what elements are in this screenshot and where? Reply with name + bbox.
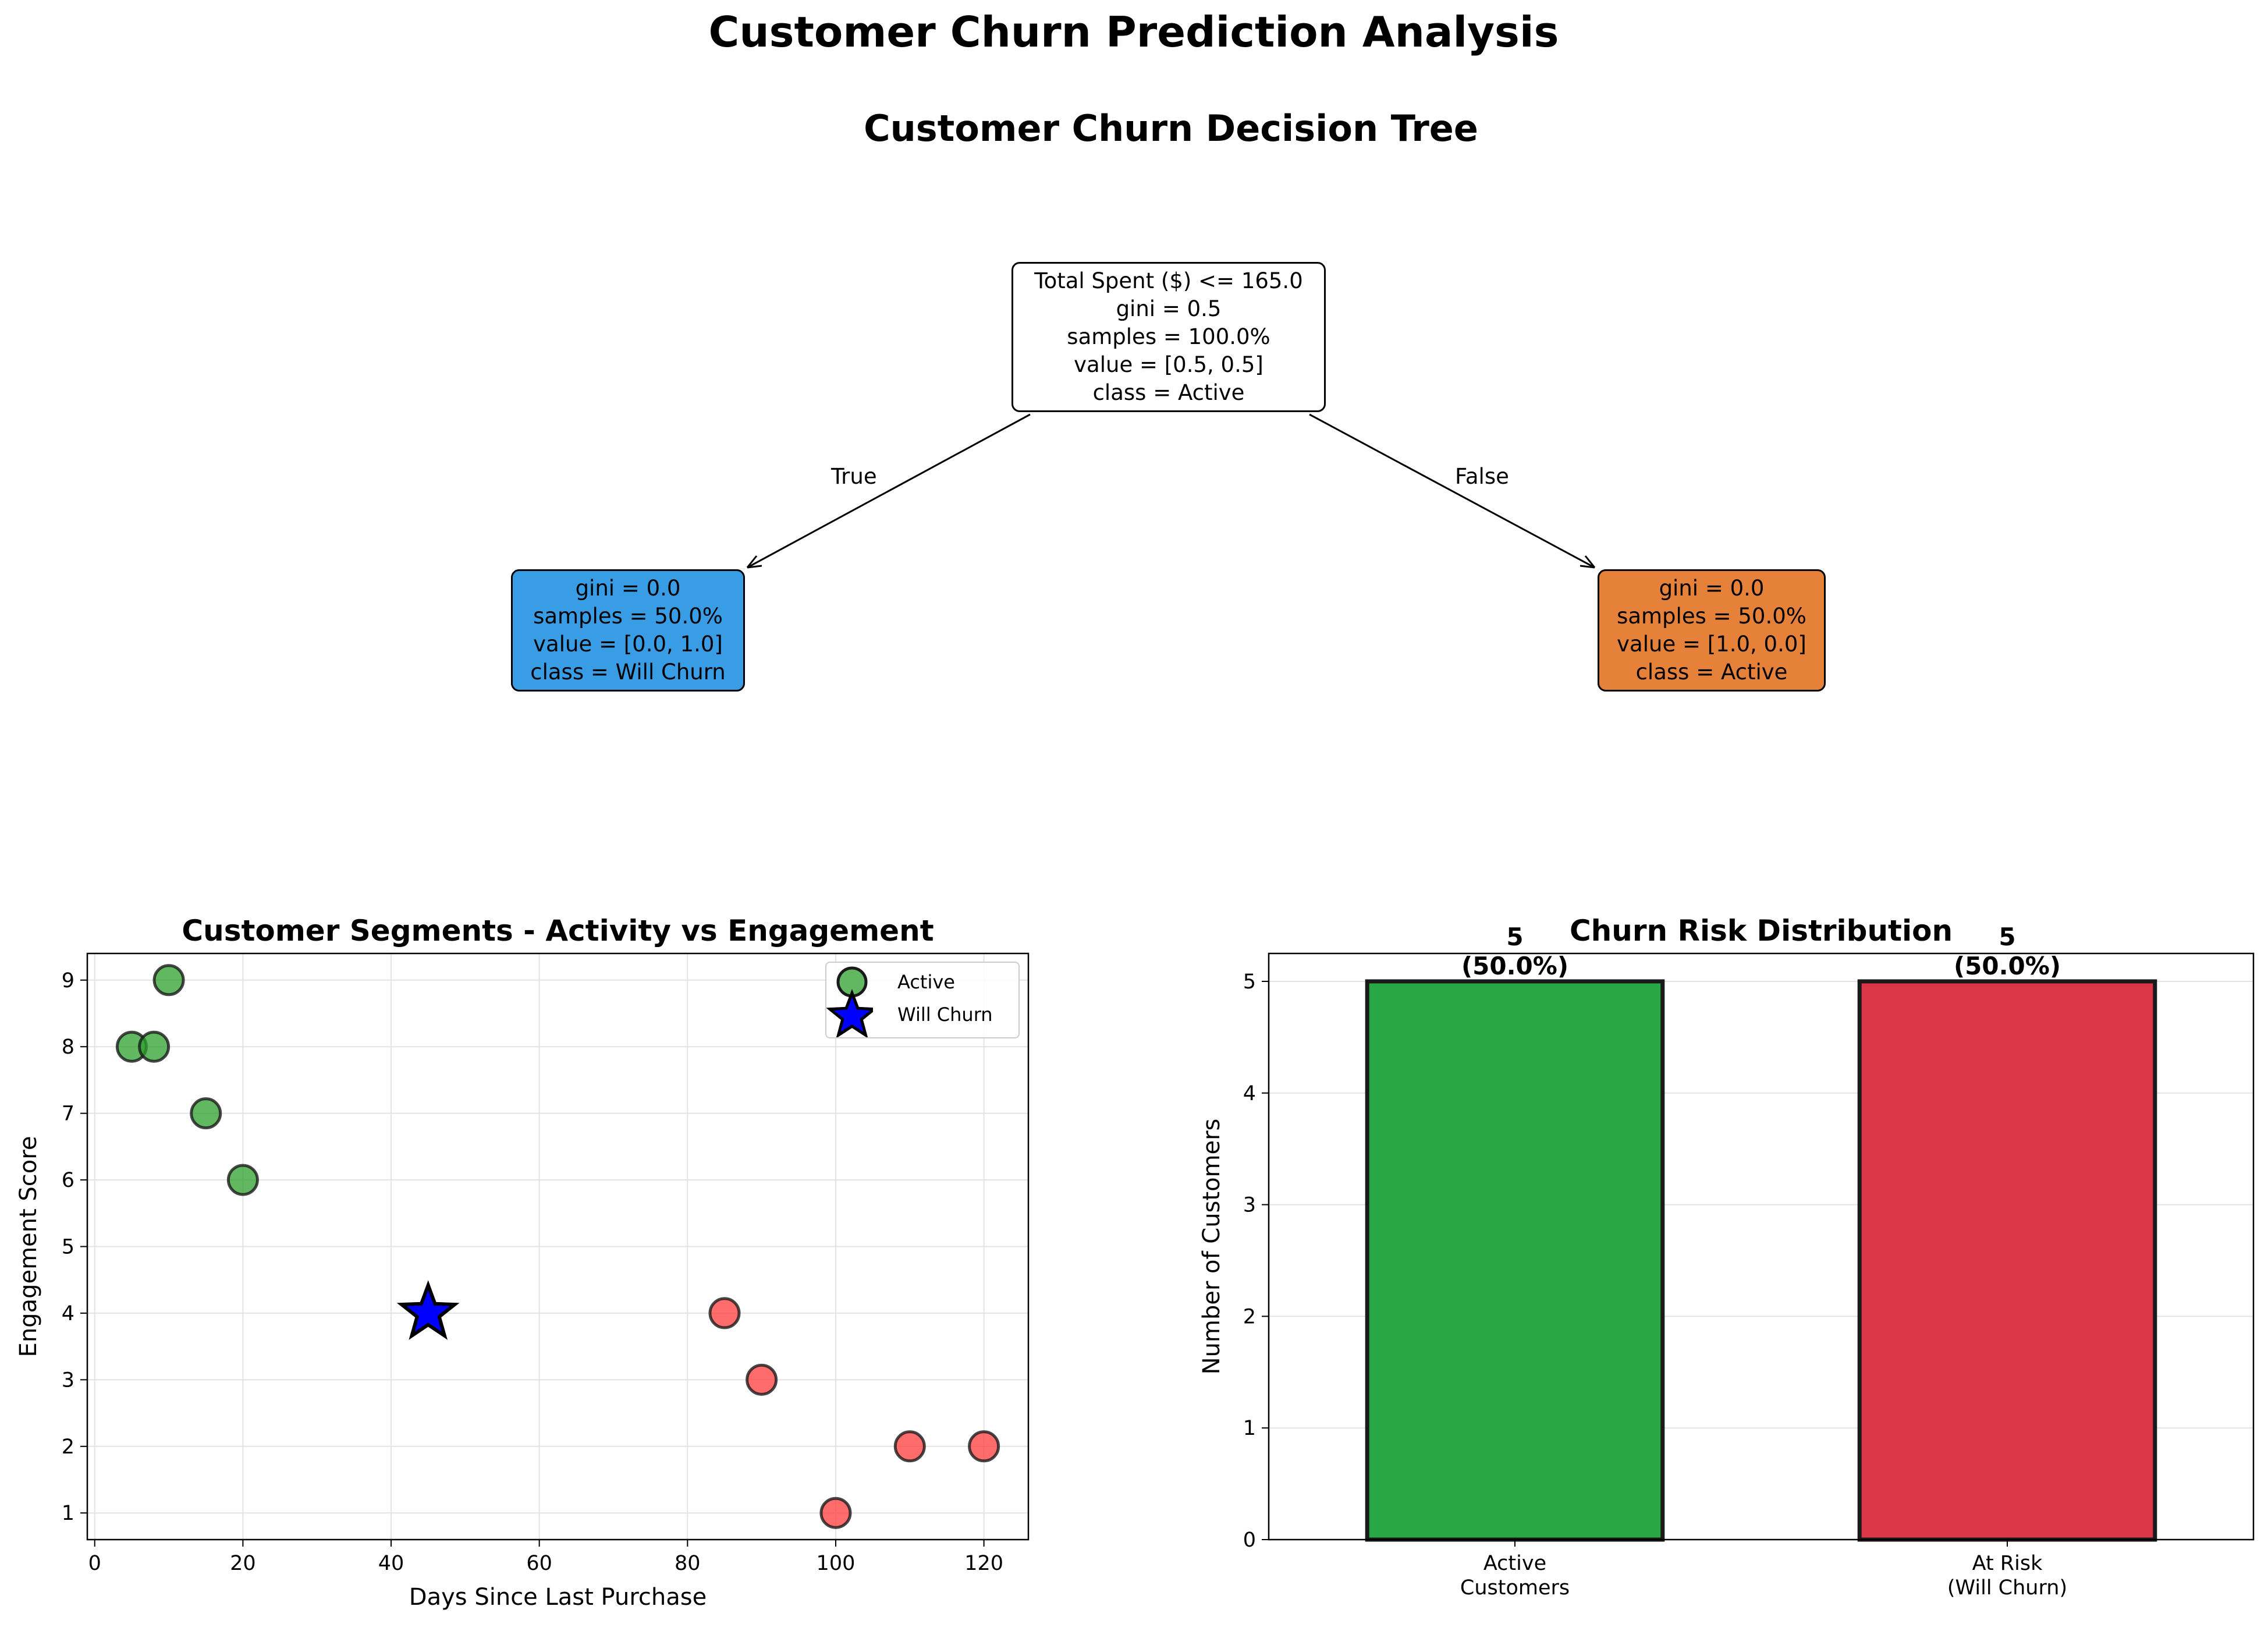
scatter-xlabel: Days Since Last Purchase (409, 1584, 707, 1611)
legend-will-churn-marker (826, 988, 873, 1037)
scatter-ytick-label: 5 (62, 1236, 74, 1259)
scatter-ytick-label: 6 (62, 1169, 74, 1192)
scatter-xtick-label: 100 (817, 1552, 856, 1575)
scatter-ytick-label: 8 (62, 1036, 74, 1059)
tree-node-left: gini = 0.0 samples = 50.0% value = [0.0,… (511, 569, 745, 692)
tree-node-left-line: samples = 50.0% (533, 604, 723, 629)
scatter-ylabel: Engagement Score (15, 1136, 42, 1357)
bar-value-label: 5 (1999, 923, 2015, 951)
tree-node-left-line: class = Will Churn (530, 660, 726, 685)
bar-value-label: 5 (1506, 923, 1523, 951)
tree-node-right-line: samples = 50.0% (1617, 604, 1806, 629)
bar-ytick-label: 2 (1243, 1305, 1256, 1328)
figure-suptitle: Customer Churn Prediction Analysis (709, 8, 1559, 56)
tree-edge-true (747, 413, 1031, 569)
tree-node-root-line: samples = 100.0% (1067, 324, 1270, 349)
tree-node-root-line: value = [0.5, 0.5] (1074, 352, 1263, 377)
bar-ytick-label: 1 (1243, 1417, 1256, 1440)
scatter-point-0 (152, 964, 185, 997)
bar-frame (1268, 952, 2255, 1541)
bar-ytick-label: 3 (1243, 1194, 1256, 1217)
tree-node-right-line: class = Active (1635, 660, 1788, 685)
tree-node-left-line: gini = 0.0 (575, 576, 681, 601)
bar-1 (1857, 979, 2157, 1542)
tree-node-right-line: gini = 0.0 (1659, 576, 1765, 601)
scatter-frame (86, 952, 1030, 1541)
scatter-point-0 (138, 1030, 171, 1063)
scatter-point-0 (226, 1164, 259, 1196)
scatter-ytick-label: 2 (62, 1435, 74, 1459)
tree-node-root-line: gini = 0.5 (1116, 296, 1222, 321)
bar-ytick-label: 0 (1243, 1529, 1256, 1552)
scatter-legend-markers (826, 966, 873, 1037)
tree-title: Customer Churn Decision Tree (864, 107, 1478, 150)
bar-xtick-label: At Risk (1972, 1552, 2043, 1575)
bar-ylabel: Number of Customers (1198, 1119, 1225, 1375)
scatter-point-1 (968, 1430, 1000, 1463)
scatter-point-1 (746, 1363, 778, 1396)
tree-edge-false-label: False (1455, 464, 1509, 489)
scatter-xtick-label: 40 (378, 1552, 404, 1575)
scatter-xtick-label: 0 (88, 1552, 101, 1575)
bar-ytick-label: 4 (1243, 1082, 1256, 1105)
scatter-ytick-label: 4 (62, 1302, 74, 1325)
scatter-xtick-label: 120 (964, 1552, 1003, 1575)
scatter-title: Customer Segments - Activity vs Engageme… (182, 914, 934, 948)
bar-value-label: (50.0%) (1461, 952, 1568, 980)
bar-ytick-label: 5 (1243, 970, 1256, 994)
scatter-ytick-label: 1 (62, 1502, 74, 1525)
scatter-ytick-label: 3 (62, 1368, 74, 1392)
legend-will-churn-label: Will Churn (897, 1004, 993, 1026)
scatter-xtick-label: 80 (675, 1552, 701, 1575)
tree-node-root-line: class = Active (1092, 380, 1245, 405)
bar-xtick-label: (Will Churn) (1947, 1576, 2067, 1600)
scatter-xtick-label: 20 (230, 1552, 256, 1575)
scatter-point-star (396, 1280, 460, 1340)
tree-node-right: gini = 0.0 samples = 50.0% value = [1.0,… (1598, 569, 1826, 692)
tree-edges (746, 413, 1596, 569)
scatter-point-1 (708, 1297, 741, 1329)
tree-edge-true-label: True (831, 464, 877, 489)
scatter-ytick-label: 7 (62, 1102, 74, 1126)
scatter-ytick-label: 9 (62, 969, 74, 992)
bar-value-label: (50.0%) (1954, 952, 2061, 980)
bar-xtick-label: Active (1483, 1552, 1546, 1575)
tree-edge-false (1309, 413, 1595, 569)
tree-node-root-line: Total Spent ($) <= 165.0 (1034, 268, 1303, 293)
scatter-xtick-label: 60 (526, 1552, 552, 1575)
tree-node-root: Total Spent ($) <= 165.0 gini = 0.5 samp… (1011, 262, 1326, 412)
tree-node-left-line: value = [0.0, 1.0] (533, 632, 723, 657)
legend-active-label: Active (897, 971, 955, 993)
tree-edge-true-arrowhead (746, 555, 762, 569)
scatter-point-1 (893, 1430, 926, 1463)
scatter-point-0 (190, 1097, 222, 1130)
bar-title: Churn Risk Distribution (1570, 914, 1953, 948)
bar-0 (1365, 979, 1665, 1542)
scatter-legend: Active Will Churn (825, 962, 1020, 1038)
scatter-point-1 (819, 1497, 852, 1529)
tree-edge-false-arrowhead (1580, 555, 1596, 569)
bar-xtick-label: Customers (1460, 1576, 1570, 1600)
tree-node-right-line: value = [1.0, 0.0] (1617, 632, 1806, 657)
scatter-plot: 0 20 40 60 80 100 120 1 2 3 4 5 6 7 8 9 Customer Segment… (15, 914, 1030, 1611)
